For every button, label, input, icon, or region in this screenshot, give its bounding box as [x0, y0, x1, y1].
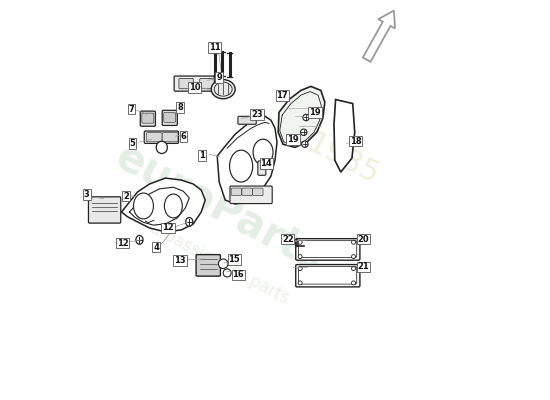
Text: a passion for parts: a passion for parts: [147, 220, 292, 308]
Text: 22: 22: [282, 234, 294, 244]
Ellipse shape: [164, 194, 182, 218]
Text: 20: 20: [358, 234, 369, 244]
FancyBboxPatch shape: [142, 113, 154, 123]
Text: 3: 3: [84, 190, 90, 199]
Text: 12: 12: [162, 224, 174, 232]
FancyBboxPatch shape: [299, 266, 357, 284]
FancyBboxPatch shape: [200, 78, 214, 89]
Ellipse shape: [134, 193, 153, 219]
Text: 12: 12: [117, 238, 129, 248]
FancyBboxPatch shape: [238, 116, 256, 124]
Ellipse shape: [300, 129, 307, 136]
Ellipse shape: [136, 236, 143, 244]
Polygon shape: [278, 86, 325, 147]
Text: 1985: 1985: [302, 129, 384, 191]
Text: 16: 16: [233, 270, 244, 280]
FancyBboxPatch shape: [144, 131, 179, 143]
FancyBboxPatch shape: [258, 161, 266, 175]
Ellipse shape: [302, 141, 308, 147]
Ellipse shape: [351, 255, 355, 258]
Text: 15: 15: [228, 255, 240, 264]
Text: 21: 21: [358, 262, 370, 272]
Ellipse shape: [298, 255, 302, 258]
Text: euroParts: euroParts: [108, 136, 331, 280]
FancyBboxPatch shape: [299, 241, 357, 258]
FancyBboxPatch shape: [242, 188, 252, 196]
Polygon shape: [334, 100, 355, 172]
Text: 19: 19: [309, 108, 321, 117]
FancyBboxPatch shape: [162, 110, 177, 126]
Ellipse shape: [298, 266, 302, 270]
Ellipse shape: [214, 82, 232, 96]
Ellipse shape: [253, 139, 273, 165]
Text: 13: 13: [174, 256, 186, 265]
FancyBboxPatch shape: [230, 186, 272, 204]
FancyBboxPatch shape: [146, 133, 162, 142]
FancyBboxPatch shape: [179, 78, 193, 89]
Text: 23: 23: [251, 110, 263, 119]
FancyBboxPatch shape: [296, 239, 360, 260]
Ellipse shape: [218, 259, 228, 268]
Ellipse shape: [223, 269, 231, 277]
Text: 11: 11: [208, 43, 221, 52]
FancyBboxPatch shape: [89, 197, 121, 223]
Polygon shape: [217, 116, 277, 204]
Ellipse shape: [351, 240, 355, 244]
Text: 4: 4: [153, 242, 159, 252]
Ellipse shape: [298, 281, 302, 285]
Ellipse shape: [351, 281, 355, 285]
FancyBboxPatch shape: [231, 188, 241, 196]
Polygon shape: [122, 178, 205, 232]
Text: 10: 10: [189, 83, 200, 92]
Text: 9: 9: [216, 73, 222, 82]
Ellipse shape: [186, 218, 193, 226]
Text: 2: 2: [123, 192, 129, 200]
FancyBboxPatch shape: [174, 76, 214, 91]
Text: 17: 17: [276, 91, 288, 100]
FancyBboxPatch shape: [296, 264, 360, 287]
FancyBboxPatch shape: [196, 255, 221, 276]
FancyArrow shape: [363, 10, 395, 62]
Text: 1: 1: [199, 151, 205, 160]
Ellipse shape: [229, 150, 252, 182]
Text: 18: 18: [350, 136, 361, 146]
Text: 14: 14: [260, 159, 272, 168]
Ellipse shape: [211, 80, 235, 99]
Text: 7: 7: [129, 105, 134, 114]
FancyBboxPatch shape: [140, 111, 156, 126]
FancyBboxPatch shape: [162, 133, 178, 142]
FancyBboxPatch shape: [252, 188, 263, 196]
Ellipse shape: [156, 141, 167, 154]
Ellipse shape: [351, 266, 355, 270]
Ellipse shape: [298, 240, 302, 244]
Text: 19: 19: [287, 135, 299, 144]
FancyBboxPatch shape: [164, 112, 176, 122]
Text: 8: 8: [177, 103, 183, 112]
Text: 5: 5: [130, 139, 136, 148]
Text: 6: 6: [180, 132, 186, 141]
Ellipse shape: [303, 114, 309, 121]
